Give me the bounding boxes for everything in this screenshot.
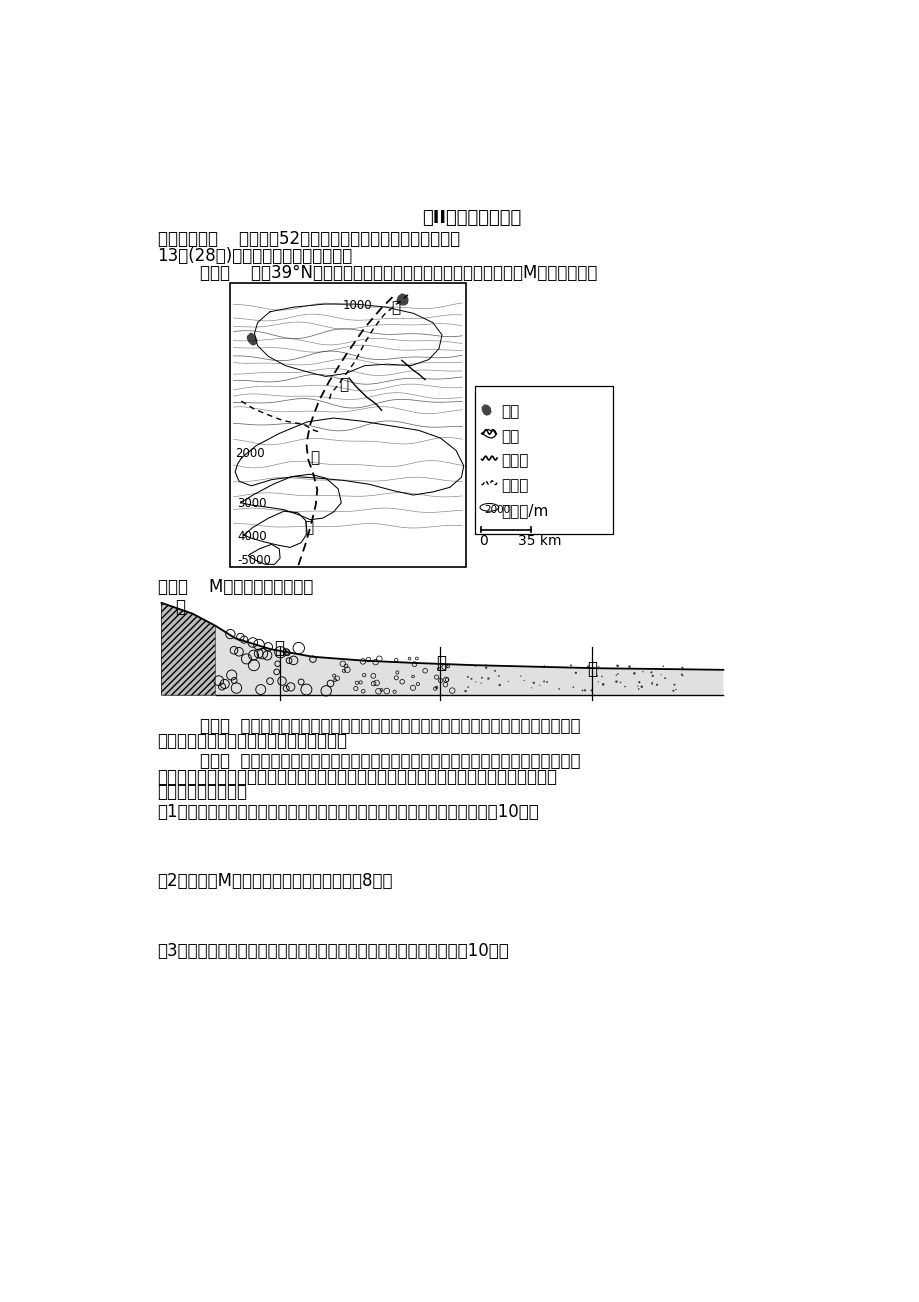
Text: 4000: 4000 xyxy=(237,530,267,543)
Circle shape xyxy=(546,681,547,682)
Circle shape xyxy=(532,682,534,684)
Circle shape xyxy=(581,690,583,691)
Circle shape xyxy=(655,684,657,686)
Circle shape xyxy=(651,672,652,673)
Circle shape xyxy=(543,681,544,682)
Text: 0: 0 xyxy=(479,534,487,548)
Circle shape xyxy=(672,690,674,691)
Text: 即收割时留茬，收割后将秸秆均匀撒在地表，次年春播时采用免耕播种机播种，使春小麦产: 即收割时留茬，收割后将秸秆均匀撒在地表，次年春播时采用免耕播种机播种，使春小麦产 xyxy=(157,768,557,785)
Circle shape xyxy=(616,665,618,667)
Circle shape xyxy=(632,672,635,674)
Text: 甲: 甲 xyxy=(304,521,312,535)
Text: 材料四  近年来该地区为克服自然条件对种植春小麦的不利影响，采取覆盖免耕技术，: 材料四 近年来该地区为克服自然条件对种植春小麦的不利影响，采取覆盖免耕技术， xyxy=(157,753,580,771)
Polygon shape xyxy=(216,626,722,695)
Text: 材料二    M河段地形剖面示意图: 材料二 M河段地形剖面示意图 xyxy=(157,578,312,596)
Text: 2000: 2000 xyxy=(484,505,510,516)
Text: 湖泊: 湖泊 xyxy=(501,404,518,419)
Text: 13．(28分)根据以下资料，回答问题。: 13．(28分)根据以下资料，回答问题。 xyxy=(157,247,353,266)
Circle shape xyxy=(497,676,499,677)
Circle shape xyxy=(615,681,617,682)
Circle shape xyxy=(681,667,683,668)
Circle shape xyxy=(680,673,682,674)
Text: 2000: 2000 xyxy=(235,448,265,461)
Circle shape xyxy=(673,684,675,686)
Circle shape xyxy=(543,665,545,667)
Text: 露；丰水季节，形成水流，甚至洪水奔腾。: 露；丰水季节，形成水流，甚至洪水奔腾。 xyxy=(157,732,347,750)
Circle shape xyxy=(484,667,487,669)
Circle shape xyxy=(638,681,640,684)
Circle shape xyxy=(464,690,466,693)
Circle shape xyxy=(601,684,604,685)
Text: 3000: 3000 xyxy=(237,497,267,510)
Text: 量和质量显著提高。: 量和质量显著提高。 xyxy=(157,783,247,801)
Bar xyxy=(230,284,466,566)
Text: 二．非选择题    本大题共52分，请将答案写在答题卷相应位置。: 二．非选择题 本大题共52分，请将答案写在答题卷相应位置。 xyxy=(157,230,459,249)
Polygon shape xyxy=(482,405,491,415)
Text: 第II卷（非选择题）: 第II卷（非选择题） xyxy=(422,208,520,227)
Text: 常年河: 常年河 xyxy=(501,453,528,469)
Circle shape xyxy=(681,674,683,676)
Bar xyxy=(474,385,612,534)
Text: 材料一    我国39°N附近某区域示意图（甲、乙、丙、丁四河段均为M河一部分）。: 材料一 我国39°N附近某区域示意图（甲、乙、丙、丁四河段均为M河一部分）。 xyxy=(157,264,596,283)
Circle shape xyxy=(586,665,588,668)
Text: （2）试解释M河乙河段为时令河的原因。（8分）: （2）试解释M河乙河段为时令河的原因。（8分） xyxy=(157,872,392,891)
Circle shape xyxy=(467,676,469,678)
Text: 丁: 丁 xyxy=(391,301,400,315)
Circle shape xyxy=(494,671,495,672)
Circle shape xyxy=(487,677,489,680)
Text: 1000: 1000 xyxy=(343,299,372,312)
Circle shape xyxy=(640,686,642,687)
Text: （3）分析该地区采取的农业生产方式对农业土地条件的改善作用．（10分）: （3）分析该地区采取的农业生产方式对农业土地条件的改善作用．（10分） xyxy=(157,941,509,960)
Circle shape xyxy=(584,690,585,691)
Polygon shape xyxy=(247,333,256,345)
Text: 丁: 丁 xyxy=(586,660,596,678)
Text: -5000: -5000 xyxy=(237,555,271,568)
Circle shape xyxy=(558,689,559,690)
Polygon shape xyxy=(397,294,407,305)
Circle shape xyxy=(570,664,572,667)
Circle shape xyxy=(664,677,665,680)
Text: 丙: 丙 xyxy=(436,654,446,672)
Text: （1）说出乙处鹅卵石堆积区沉积物颗粒大小分布规律，并描述形成过程。（10分）: （1）说出乙处鹅卵石堆积区沉积物颗粒大小分布规律，并描述形成过程。（10分） xyxy=(157,803,539,822)
Text: 材料三  时令河，又称作季节河、间歇性河流，指河流在枯水季节，河水断流、河床裸: 材料三 时令河，又称作季节河、间歇性河流，指河流在枯水季节，河水断流、河床裸 xyxy=(157,717,580,734)
Text: 甲: 甲 xyxy=(175,598,185,616)
Text: 冰川: 冰川 xyxy=(501,428,518,444)
Circle shape xyxy=(498,684,500,686)
Text: 时令河: 时令河 xyxy=(501,478,528,493)
Circle shape xyxy=(574,672,576,674)
Circle shape xyxy=(628,665,630,668)
Circle shape xyxy=(651,684,652,685)
Text: 等高线/m: 等高线/m xyxy=(501,503,548,518)
Text: 乙: 乙 xyxy=(274,639,284,658)
Text: 35 km: 35 km xyxy=(517,534,561,548)
Circle shape xyxy=(467,686,469,687)
Text: 丙: 丙 xyxy=(339,378,348,392)
Circle shape xyxy=(590,690,592,691)
Circle shape xyxy=(652,674,653,677)
Text: 乙: 乙 xyxy=(310,450,319,465)
Circle shape xyxy=(481,677,482,678)
Polygon shape xyxy=(162,603,216,695)
